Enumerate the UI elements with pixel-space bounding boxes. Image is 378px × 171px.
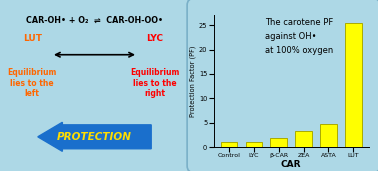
Bar [345, 23, 361, 147]
X-axis label: CAR: CAR [281, 160, 301, 169]
Text: PROTECTION: PROTECTION [57, 132, 132, 142]
Text: LYC: LYC [147, 34, 163, 43]
Bar [321, 124, 336, 147]
Text: Equilibrium
lies to the
right: Equilibrium lies to the right [130, 68, 180, 98]
Bar [271, 138, 287, 147]
Bar [296, 131, 311, 147]
Y-axis label: Protection Factor (PF): Protection Factor (PF) [189, 45, 196, 117]
Bar [246, 142, 262, 147]
FancyBboxPatch shape [187, 0, 378, 171]
Text: CAR-OH• + O₂  ⇌  CAR-OH-OO•: CAR-OH• + O₂ ⇌ CAR-OH-OO• [26, 16, 163, 25]
FancyBboxPatch shape [0, 0, 191, 171]
Text: Equilibrium
lies to the
left: Equilibrium lies to the left [8, 68, 57, 98]
Text: LUT: LUT [23, 34, 42, 43]
Bar [221, 142, 237, 147]
Text: The carotene PF
against OH•
at 100% oxygen: The carotene PF against OH• at 100% oxyg… [265, 18, 333, 55]
FancyArrow shape [38, 122, 151, 151]
